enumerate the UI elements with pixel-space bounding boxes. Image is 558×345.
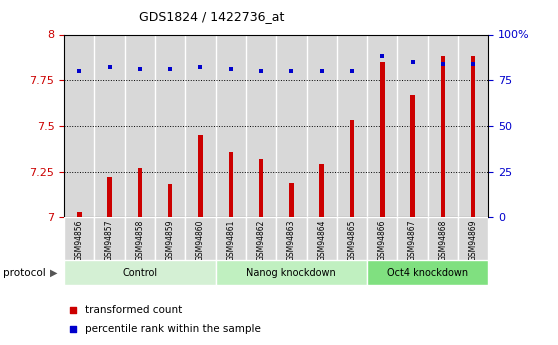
- Point: [166, 67, 175, 72]
- Text: GSM94862: GSM94862: [257, 219, 266, 261]
- FancyBboxPatch shape: [94, 217, 125, 260]
- Bar: [215, 34, 246, 217]
- Bar: [440, 57, 445, 217]
- Text: GSM94869: GSM94869: [469, 219, 478, 261]
- Text: GSM94861: GSM94861: [227, 219, 235, 261]
- Point: [408, 59, 417, 65]
- Text: Oct4 knockdown: Oct4 knockdown: [387, 268, 468, 277]
- FancyBboxPatch shape: [458, 217, 488, 260]
- FancyBboxPatch shape: [427, 217, 458, 260]
- Bar: [229, 151, 233, 217]
- Bar: [458, 34, 488, 217]
- Point: [287, 68, 296, 74]
- Text: Control: Control: [122, 268, 157, 277]
- Text: Nanog knockdown: Nanog knockdown: [247, 268, 336, 277]
- Bar: [276, 34, 306, 217]
- Text: GSM94865: GSM94865: [348, 219, 357, 261]
- FancyBboxPatch shape: [155, 217, 185, 260]
- Text: GSM94860: GSM94860: [196, 219, 205, 261]
- Point: [349, 205, 358, 210]
- Text: GSM94856: GSM94856: [75, 219, 84, 261]
- Point: [378, 54, 387, 59]
- Text: GSM94858: GSM94858: [136, 219, 145, 261]
- FancyBboxPatch shape: [185, 217, 215, 260]
- FancyBboxPatch shape: [215, 260, 367, 285]
- Text: GSM94859: GSM94859: [166, 219, 175, 261]
- Bar: [397, 34, 427, 217]
- Bar: [259, 159, 263, 217]
- FancyBboxPatch shape: [64, 217, 94, 260]
- Bar: [410, 95, 415, 217]
- Point: [439, 61, 448, 67]
- Bar: [138, 168, 142, 217]
- FancyBboxPatch shape: [337, 217, 367, 260]
- Point: [348, 68, 357, 74]
- Bar: [306, 34, 337, 217]
- Text: GSM94866: GSM94866: [378, 219, 387, 261]
- Bar: [380, 62, 384, 217]
- FancyBboxPatch shape: [64, 260, 215, 285]
- Text: GSM94857: GSM94857: [105, 219, 114, 261]
- FancyBboxPatch shape: [125, 217, 155, 260]
- Point: [105, 65, 114, 70]
- Text: GSM94863: GSM94863: [287, 219, 296, 261]
- Bar: [107, 177, 112, 217]
- Bar: [289, 183, 294, 217]
- Point: [349, 29, 358, 35]
- Bar: [337, 34, 367, 217]
- Text: ▶: ▶: [50, 268, 57, 277]
- Bar: [319, 164, 324, 217]
- Point: [469, 61, 478, 67]
- Bar: [168, 185, 172, 217]
- Point: [317, 68, 326, 74]
- Bar: [94, 34, 125, 217]
- Bar: [367, 34, 397, 217]
- FancyBboxPatch shape: [246, 217, 276, 260]
- Bar: [246, 34, 276, 217]
- Text: GSM94868: GSM94868: [439, 219, 448, 261]
- Bar: [198, 135, 203, 217]
- FancyBboxPatch shape: [367, 217, 397, 260]
- Text: protocol: protocol: [3, 268, 46, 277]
- Point: [136, 67, 145, 72]
- Bar: [185, 34, 215, 217]
- Bar: [471, 57, 475, 217]
- FancyBboxPatch shape: [367, 260, 488, 285]
- Text: transformed count: transformed count: [85, 305, 182, 315]
- Bar: [64, 34, 94, 217]
- Point: [75, 68, 84, 74]
- Text: GSM94864: GSM94864: [317, 219, 326, 261]
- Point: [227, 67, 235, 72]
- FancyBboxPatch shape: [306, 217, 337, 260]
- Bar: [350, 120, 354, 217]
- Point: [257, 68, 266, 74]
- Bar: [427, 34, 458, 217]
- Bar: [77, 212, 81, 217]
- FancyBboxPatch shape: [276, 217, 306, 260]
- FancyBboxPatch shape: [215, 217, 246, 260]
- Text: GDS1824 / 1422736_at: GDS1824 / 1422736_at: [140, 10, 285, 23]
- Text: GSM94867: GSM94867: [408, 219, 417, 261]
- Point: [196, 65, 205, 70]
- FancyBboxPatch shape: [397, 217, 427, 260]
- Text: percentile rank within the sample: percentile rank within the sample: [85, 325, 261, 334]
- Bar: [155, 34, 185, 217]
- Bar: [125, 34, 155, 217]
